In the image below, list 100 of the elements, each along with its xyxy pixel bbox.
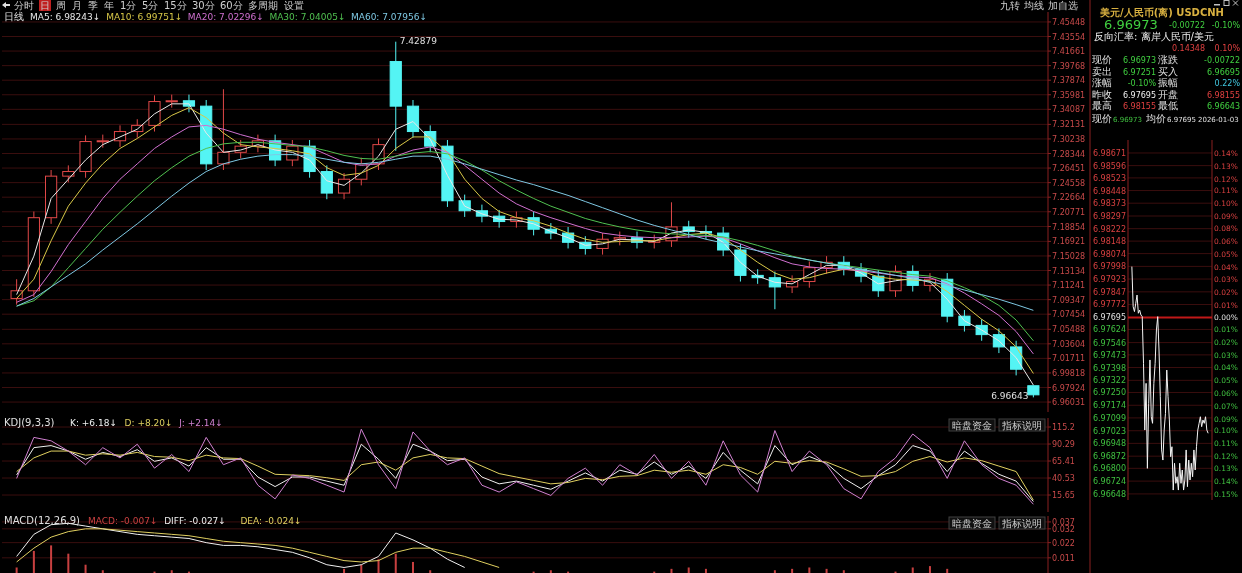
y-tick-label: 6.98074 xyxy=(1092,249,1126,259)
bar xyxy=(411,561,414,573)
y-tick-label: 7.39768 xyxy=(1052,61,1086,71)
y-tick-label: 115.2 xyxy=(1052,423,1075,433)
y-tick-label: 6.97772 xyxy=(1092,300,1126,310)
bar xyxy=(842,570,845,573)
text: 反向汇率: 离岸人民币/美元 xyxy=(1094,31,1214,42)
y-tick-label: 6.98373 xyxy=(1092,199,1126,209)
text: 开盘 xyxy=(1158,88,1178,100)
annotation: 暗盘资金 xyxy=(952,518,992,529)
text: 加自选 xyxy=(1048,0,1078,11)
bar xyxy=(67,553,70,573)
bar xyxy=(791,568,794,573)
text: MA10: 6.99751↓ xyxy=(106,12,183,22)
y-tick-label: 65.41 xyxy=(1052,457,1075,467)
text: 6.97251 xyxy=(1122,67,1156,77)
line-series xyxy=(1131,266,1209,491)
text: 15分 xyxy=(164,0,187,11)
text: 60分 xyxy=(220,0,243,11)
text: MACD: -0.007↓ xyxy=(88,516,158,526)
text: 九转 xyxy=(1000,0,1020,11)
y-tick-label: 6.97023 xyxy=(1092,426,1126,436)
text: 6.98155 xyxy=(1122,102,1156,111)
series-label: DEA: -0.024↓ xyxy=(240,516,302,526)
candlestick xyxy=(148,94,161,133)
text: 6.96973 xyxy=(1104,17,1158,32)
bar xyxy=(32,550,35,573)
y-tick-label: 6.97322 xyxy=(1092,376,1126,386)
y-tick-label: 7.05488 xyxy=(1052,325,1086,335)
candlestick xyxy=(337,172,351,200)
text: 6.96643 xyxy=(1206,102,1240,111)
text: 最低 xyxy=(1158,100,1178,111)
y-tick-label: 90.29 xyxy=(1052,440,1075,450)
y-tick-label: 0.011 xyxy=(1052,553,1075,563)
text: MA20: 7.02296↓ xyxy=(187,12,264,22)
y-tick-label: 7.37874 xyxy=(1052,76,1086,86)
y-tick-label: 6.98222 xyxy=(1092,224,1126,234)
text: D: +8.20↓ xyxy=(124,418,173,428)
text: 0.10% xyxy=(1214,44,1241,53)
y-tick-label: 7.07454 xyxy=(1052,310,1086,320)
y-tick-label: 6.97923 xyxy=(1092,275,1126,285)
text: 均价 xyxy=(1145,113,1166,124)
text: 季 xyxy=(88,0,98,11)
legend-title: 日线 xyxy=(4,11,24,22)
y-tick-label: 6.96031 xyxy=(1052,398,1086,408)
candlestick xyxy=(217,88,230,171)
legend-title: KDJ(9,3,3) xyxy=(4,417,55,428)
text: K: +6.18↓ xyxy=(70,418,117,428)
bar xyxy=(50,545,53,573)
text: 昨收 xyxy=(1092,88,1112,100)
text: 1分 xyxy=(120,0,137,11)
y-tick-label: 6.99818 xyxy=(1052,368,1086,378)
text: 现价 xyxy=(1092,54,1112,65)
bar xyxy=(394,553,397,573)
text: 多周期 xyxy=(248,0,278,11)
bar xyxy=(911,567,914,573)
y-tick-label: 6.97624 xyxy=(1092,325,1126,335)
text: 涨跌 xyxy=(1158,54,1178,65)
y-tick-label: 7.18854 xyxy=(1052,222,1086,232)
text: 6.98155 xyxy=(1206,90,1240,100)
bar xyxy=(670,568,673,573)
bar xyxy=(84,564,87,573)
y-tick-label: 6.97924 xyxy=(1052,383,1086,393)
y-tick-label: 6.96800 xyxy=(1092,464,1126,474)
text: MA5: 6.98243↓ xyxy=(30,12,101,22)
y-tick-label: 7.16921 xyxy=(1052,237,1086,247)
text: MA30: 7.04005↓ xyxy=(269,12,346,22)
bar xyxy=(946,568,949,573)
legend-title: MACD(12,26,9) xyxy=(4,515,81,526)
y-tick-label: 0.022 xyxy=(1052,538,1075,548)
text: 振幅 xyxy=(1158,77,1178,88)
y-tick-label: 7.41661 xyxy=(1052,47,1086,57)
y-tick-label: 6.96948 xyxy=(1092,439,1126,449)
text: 0.14348 xyxy=(1171,44,1205,53)
y-tick-label: 7.20771 xyxy=(1052,207,1086,217)
y-tick-label: 6.97473 xyxy=(1092,350,1126,360)
y-tick-label: 6.96872 xyxy=(1092,452,1126,462)
text: 6.97695 xyxy=(1122,90,1156,100)
bar xyxy=(808,567,811,573)
y-tick-label: 6.97398 xyxy=(1092,363,1126,373)
text: 5分 xyxy=(142,0,159,11)
text: -0.10% xyxy=(1127,79,1157,88)
y-tick-label: 40.53 xyxy=(1052,474,1075,484)
y-tick-label: 6.97099 xyxy=(1092,413,1126,423)
text: 6.96695 xyxy=(1206,67,1240,77)
y-tick-label: 7.34087 xyxy=(1052,105,1086,115)
text: 现价 xyxy=(1092,113,1112,124)
y-tick-label: 7.35981 xyxy=(1052,90,1086,100)
text: 周 xyxy=(56,0,66,11)
text: -0.10% xyxy=(1211,21,1241,30)
bar xyxy=(687,567,690,573)
y-tick-label: 6.98148 xyxy=(1092,237,1126,247)
y-tick-label: 6.97174 xyxy=(1092,401,1126,411)
candlestick xyxy=(768,271,781,310)
text: 最高 xyxy=(1092,100,1112,111)
series-label: J: +2.14↓ xyxy=(178,418,223,428)
text: MA60: 7.07956↓ xyxy=(351,12,428,22)
line-series xyxy=(16,528,500,568)
bar xyxy=(429,570,432,573)
text: 月 xyxy=(72,0,82,11)
